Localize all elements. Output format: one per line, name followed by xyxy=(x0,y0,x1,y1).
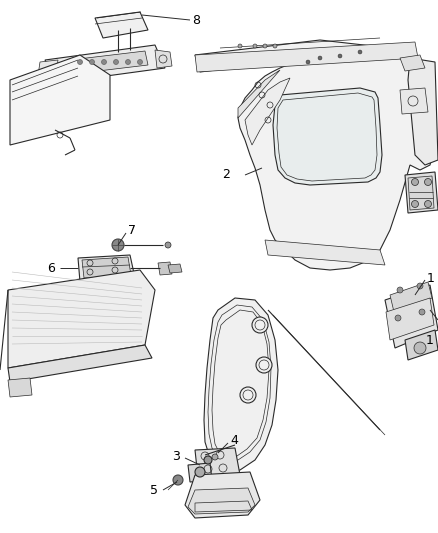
Polygon shape xyxy=(400,55,425,71)
Circle shape xyxy=(411,179,418,185)
Circle shape xyxy=(419,309,425,315)
Polygon shape xyxy=(185,472,260,518)
Polygon shape xyxy=(37,60,58,82)
Polygon shape xyxy=(155,50,172,68)
Text: 1: 1 xyxy=(426,334,434,346)
Text: 5: 5 xyxy=(150,484,158,497)
Circle shape xyxy=(424,179,431,185)
Circle shape xyxy=(273,44,277,48)
Circle shape xyxy=(212,454,218,460)
Circle shape xyxy=(417,283,423,289)
Polygon shape xyxy=(273,88,382,185)
Text: 6: 6 xyxy=(47,262,55,274)
Polygon shape xyxy=(45,45,165,83)
Circle shape xyxy=(263,44,267,48)
Circle shape xyxy=(397,287,403,293)
Circle shape xyxy=(395,315,401,321)
Polygon shape xyxy=(405,172,438,213)
Circle shape xyxy=(138,60,142,64)
Circle shape xyxy=(204,456,212,464)
Circle shape xyxy=(78,60,82,64)
Polygon shape xyxy=(78,255,135,282)
Polygon shape xyxy=(188,488,255,514)
Polygon shape xyxy=(8,378,32,397)
Circle shape xyxy=(358,50,362,54)
Text: 7: 7 xyxy=(128,224,136,238)
Circle shape xyxy=(102,60,106,64)
Polygon shape xyxy=(70,51,148,74)
Circle shape xyxy=(414,342,426,354)
Polygon shape xyxy=(82,257,131,278)
Circle shape xyxy=(253,44,257,48)
Polygon shape xyxy=(10,55,110,145)
Polygon shape xyxy=(385,285,438,348)
Circle shape xyxy=(411,200,418,207)
Circle shape xyxy=(173,475,183,485)
Polygon shape xyxy=(8,345,152,382)
Circle shape xyxy=(89,60,95,64)
Circle shape xyxy=(240,387,256,403)
Circle shape xyxy=(112,239,124,251)
Circle shape xyxy=(318,56,322,60)
Circle shape xyxy=(195,467,205,477)
Circle shape xyxy=(238,44,242,48)
Text: 1: 1 xyxy=(427,271,435,285)
Polygon shape xyxy=(195,40,435,270)
Polygon shape xyxy=(408,58,438,165)
Text: 2: 2 xyxy=(222,168,230,182)
Circle shape xyxy=(338,54,342,58)
Circle shape xyxy=(306,60,310,64)
Circle shape xyxy=(256,357,272,373)
Polygon shape xyxy=(95,12,148,38)
Polygon shape xyxy=(265,240,385,265)
Circle shape xyxy=(165,242,171,248)
Polygon shape xyxy=(245,78,290,145)
Polygon shape xyxy=(405,330,438,360)
Text: 4: 4 xyxy=(230,434,238,448)
Polygon shape xyxy=(195,448,240,478)
Circle shape xyxy=(252,317,268,333)
Polygon shape xyxy=(204,298,278,472)
Text: 3: 3 xyxy=(172,449,180,463)
Circle shape xyxy=(424,200,431,207)
Polygon shape xyxy=(158,262,172,275)
Polygon shape xyxy=(195,42,418,72)
Polygon shape xyxy=(400,88,428,114)
Polygon shape xyxy=(386,298,434,340)
Polygon shape xyxy=(168,264,182,273)
Polygon shape xyxy=(238,70,280,118)
Polygon shape xyxy=(188,463,212,482)
Polygon shape xyxy=(390,282,432,312)
Circle shape xyxy=(126,60,131,64)
Polygon shape xyxy=(8,270,155,368)
Circle shape xyxy=(113,60,119,64)
Polygon shape xyxy=(408,176,434,210)
Text: 8: 8 xyxy=(192,13,200,27)
